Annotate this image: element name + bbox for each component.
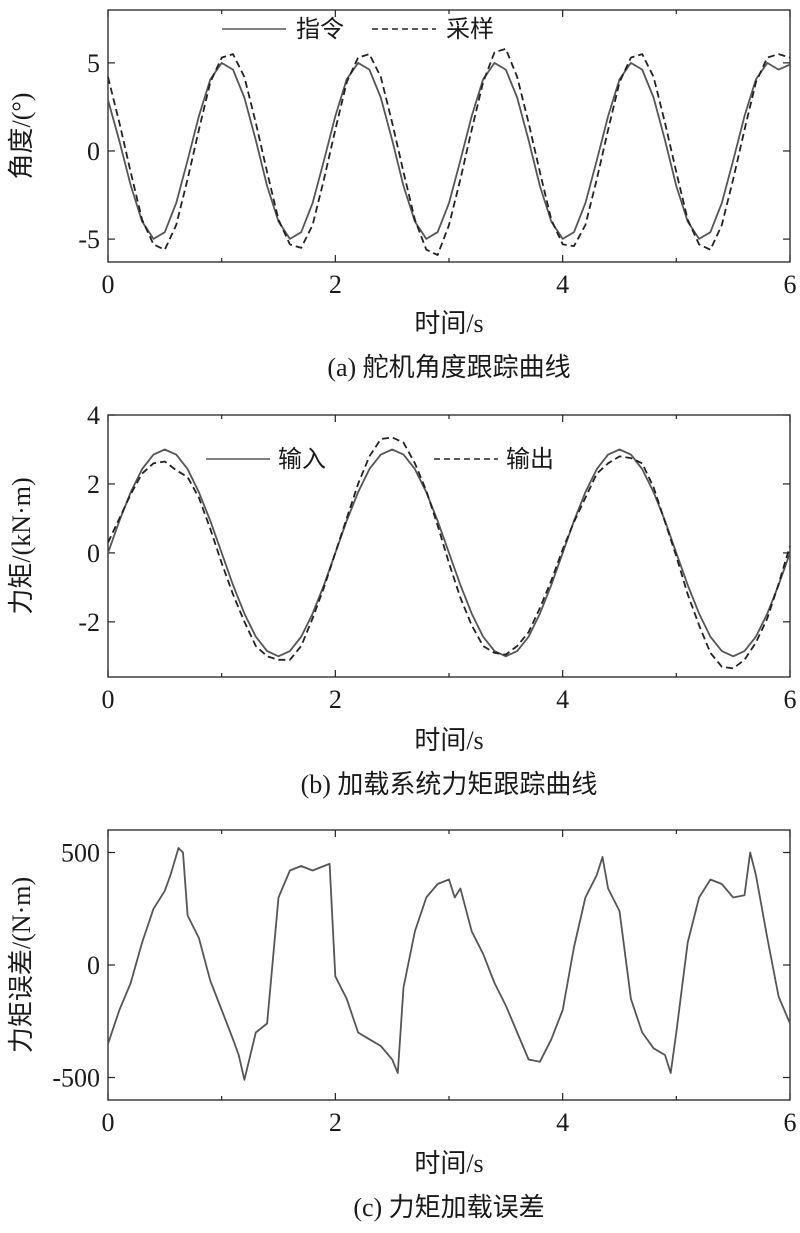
series-line-dashed (107, 436, 791, 670)
x-tick-label: 2 (329, 1108, 342, 1137)
x-tick-label: 0 (102, 685, 115, 714)
y-tick-label: 5 (87, 49, 100, 78)
y-tick-label: 0 (87, 951, 100, 980)
panel-b-plot-frame (107, 414, 791, 678)
panel-b-x-axis-label: 时间/s (414, 726, 483, 755)
panel-c-plot-frame (107, 829, 791, 1101)
x-tick-label: 4 (556, 270, 569, 299)
panel-b-y-axis-label: 力矩/(kN·m) (7, 477, 36, 614)
x-tick-label: 6 (784, 685, 797, 714)
series-line-solid (107, 62, 791, 240)
panel-b-torque-tracking: 输入 输出 -2 0 2 4 0 2 4 6 力矩/(kN·m) 时间/s (b) 加载系统… (7, 401, 797, 799)
panel-b-y-tick-labels: -2 0 2 4 (78, 401, 100, 637)
panel-a-y-axis-label: 角度/(°) (7, 93, 36, 180)
panel-b-caption: (b) 加载系统力矩跟踪曲线 (301, 770, 598, 799)
panel-c-x-tick-labels: 0 2 4 6 (102, 1108, 797, 1137)
y-tick-label: -5 (78, 225, 100, 254)
series-line-dashed (107, 47, 791, 256)
panel-a-x-axis-label: 时间/s (414, 309, 483, 338)
panel-b-legend: 输入 输出 (206, 446, 554, 473)
panel-b-x-tick-labels: 0 2 4 6 (102, 685, 797, 714)
legend-b-dashed-label: 输出 (506, 446, 554, 473)
panel-b-tick-marks (107, 414, 791, 677)
legend-b-solid-label: 输入 (278, 446, 326, 473)
x-tick-label: 2 (329, 270, 342, 299)
x-tick-label: 6 (784, 270, 797, 299)
panel-c-y-tick-labels: -500 0 500 (52, 839, 100, 1093)
y-tick-label: -500 (52, 1064, 100, 1093)
panel-a-y-tick-labels: -5 0 5 (78, 49, 100, 254)
panel-c-caption: (c) 力矩加载误差 (353, 1193, 544, 1222)
panel-a-caption: (a) 舵机角度跟踪曲线 (327, 353, 570, 382)
y-tick-label: 500 (61, 839, 100, 868)
x-tick-label: 2 (329, 685, 342, 714)
panel-c-series (107, 847, 791, 1081)
panel-a-x-tick-labels: 0 2 4 6 (102, 270, 797, 299)
y-tick-label: 0 (87, 539, 100, 568)
x-tick-label: 4 (556, 685, 569, 714)
x-tick-label: 6 (784, 1108, 797, 1137)
series-line-solid (107, 847, 791, 1081)
x-tick-label: 0 (102, 1108, 115, 1137)
y-tick-label: -2 (78, 608, 100, 637)
panel-a-series (107, 47, 791, 256)
panel-c-y-axis-label: 力矩误差/(N·m) (7, 877, 36, 1053)
panel-b-series (107, 436, 791, 670)
legend-a-dashed-label: 采样 (446, 16, 494, 43)
panel-a-legend: 指令 采样 (222, 16, 494, 43)
series-line-solid (107, 448, 791, 658)
panel-c-tick-marks (107, 830, 791, 1100)
panel-a-tick-marks (107, 10, 791, 262)
legend-a-solid-label: 指令 (296, 16, 344, 43)
x-tick-label: 0 (102, 270, 115, 299)
y-tick-label: 4 (87, 401, 100, 430)
y-tick-label: 2 (87, 470, 100, 499)
panel-c-x-axis-label: 时间/s (414, 1149, 483, 1178)
y-tick-label: 0 (87, 137, 100, 166)
x-tick-label: 4 (556, 1108, 569, 1137)
